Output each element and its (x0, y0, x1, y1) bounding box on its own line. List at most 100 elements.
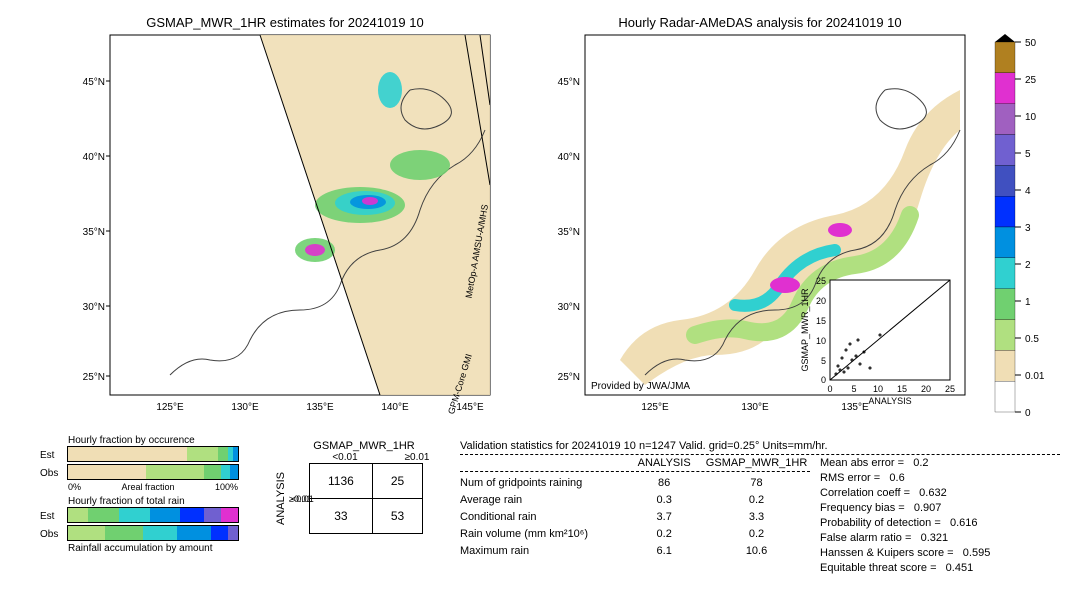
val-key: Rain volume (mm km²10⁶) (460, 528, 625, 540)
stat-val: 0.2 (913, 457, 928, 469)
colorbar-cell (995, 227, 1015, 258)
svg-text:30°N: 30°N (83, 302, 105, 313)
stat-row: RMS error = 0.6 (820, 472, 1070, 484)
colorbar-panel: 502510543210.50.010 (985, 30, 1070, 420)
svg-text:45°N: 45°N (83, 77, 105, 88)
colorbar-tick: 10 (1025, 112, 1037, 123)
est-label-2: Est (40, 511, 64, 522)
stat-val: 0.632 (919, 487, 947, 499)
val-analysis: 0.2 (625, 528, 703, 540)
svg-text:40°N: 40°N (558, 152, 580, 163)
bar-segment (187, 447, 218, 461)
colorbar-cell (995, 258, 1015, 289)
left-y-axis: 45°N 40°N 35°N 30°N 25°N (83, 77, 110, 383)
stat-key: RMS error = (820, 472, 880, 484)
validation-row: Average rain0.30.2 (460, 494, 810, 506)
right-map-title: Hourly Radar-AMeDAS analysis for 2024101… (618, 15, 901, 30)
stat-key: Mean abs error = (820, 457, 904, 469)
svg-text:25°N: 25°N (83, 372, 105, 383)
precip-blob-1d (362, 197, 378, 205)
validation-row: Num of gridpoints raining8678 (460, 477, 810, 489)
colorbar-cell (995, 73, 1015, 104)
val-gsmap: 10.6 (703, 545, 810, 557)
svg-text:135°E: 135°E (841, 402, 869, 413)
bar-segment (119, 508, 150, 522)
validation-row: Maximum rain6.110.6 (460, 545, 810, 557)
scatter-xlabel: ANALYSIS (868, 396, 911, 406)
val-gsmap: 78 (703, 477, 810, 489)
obs-label-2: Obs (40, 529, 64, 540)
val-analysis: 86 (625, 477, 703, 489)
left-map-panel: GSMAP_MWR_1HR estimates for 20241019 10 … (70, 15, 500, 420)
stat-val: 0.595 (963, 547, 991, 559)
svg-text:10: 10 (873, 384, 883, 394)
svg-text:5: 5 (851, 384, 856, 394)
col-analysis: ANALYSIS (625, 457, 703, 469)
colorbar-tick: 1 (1025, 297, 1031, 308)
svg-text:35°N: 35°N (558, 227, 580, 238)
stat-row: Frequency bias = 0.907 (820, 502, 1070, 514)
stat-val: 0.321 (921, 532, 949, 544)
svg-text:130°E: 130°E (231, 402, 259, 413)
colorbar-tick: 5 (1025, 149, 1031, 160)
svg-text:45°N: 45°N (558, 77, 580, 88)
stat-key: Frequency bias = (820, 502, 905, 514)
left-map-title: GSMAP_MWR_1HR estimates for 20241019 10 (146, 15, 423, 30)
svg-text:25: 25 (945, 384, 955, 394)
validation-panel: Validation statistics for 20241019 10 n=… (460, 440, 1070, 577)
bar-segment (150, 508, 181, 522)
left-x-axis: 125°E 130°E 135°E 140°E 145°E (156, 402, 484, 413)
val-gsmap: 3.3 (703, 511, 810, 523)
colorbar-ticks: 502510543210.50.010 (1015, 38, 1045, 419)
colorbar-tick: 3 (1025, 223, 1031, 234)
svg-text:125°E: 125°E (156, 402, 184, 413)
bar-segment (177, 526, 211, 540)
cont-01: 25 (372, 464, 422, 499)
colorbar-arrow-icon (995, 34, 1015, 42)
validation-row: Conditional rain3.73.3 (460, 511, 810, 523)
scatter-ylabel: GSMAP_MWR_1HR (800, 288, 810, 372)
colorbar-cell (995, 42, 1015, 73)
svg-text:20: 20 (816, 296, 826, 306)
cont-row-ge: ≥0.01 (289, 494, 307, 504)
val-gsmap: 0.2 (703, 528, 810, 540)
colorbar-cell (995, 135, 1015, 166)
contingency-panel: GSMAP_MWR_1HR ANALYSIS <0.01 ≥0.01 <0.01… (275, 440, 453, 544)
stat-val: 0.6 (889, 472, 904, 484)
svg-text:130°E: 130°E (741, 402, 769, 413)
axis-mid: Areal fraction (121, 482, 174, 492)
right-map-panel: Hourly Radar-AMeDAS analysis for 2024101… (545, 15, 975, 420)
stat-row: False alarm ratio = 0.321 (820, 532, 1070, 544)
svg-text:15: 15 (897, 384, 907, 394)
right-precip-mag2 (828, 223, 852, 237)
colorbar-tick: 50 (1025, 38, 1037, 49)
axis-100pct: 100% (215, 482, 238, 492)
svg-text:0: 0 (827, 384, 832, 394)
bar-segment (218, 447, 228, 461)
colorbar-tick: 2 (1025, 260, 1031, 271)
colorbar-tick: 25 (1025, 75, 1037, 86)
cont-col-header: GSMAP_MWR_1HR (275, 440, 453, 452)
contingency-table: 1136 25 33 53 (309, 463, 423, 534)
bar-segment (143, 526, 177, 540)
colorbar-cells (995, 42, 1015, 412)
occur-title: Hourly fraction by occurence (68, 435, 270, 446)
cont-10: 33 (310, 499, 373, 534)
bar-segment (68, 465, 146, 479)
validation-row: Rain volume (mm km²10⁶)0.20.2 (460, 528, 810, 540)
colorbar-cell (995, 196, 1015, 227)
occur-obs-bar (67, 464, 239, 480)
right-x-axis: 125°E 130°E 135°E (641, 402, 869, 413)
stat-row: Equitable threat score = 0.451 (820, 562, 1070, 574)
bar-segment (221, 508, 238, 522)
svg-text:40°N: 40°N (83, 152, 105, 163)
bar-segment (180, 508, 204, 522)
bar-segment (68, 508, 88, 522)
stat-key: Equitable threat score = (820, 562, 937, 574)
est-label-1: Est (40, 450, 64, 461)
stat-row: Probability of detection = 0.616 (820, 517, 1070, 529)
bar-segment (68, 526, 105, 540)
left-map-svg: GSMAP_MWR_1HR estimates for 20241019 10 … (70, 15, 500, 420)
val-key: Average rain (460, 494, 625, 506)
stat-key: False alarm ratio = (820, 532, 911, 544)
